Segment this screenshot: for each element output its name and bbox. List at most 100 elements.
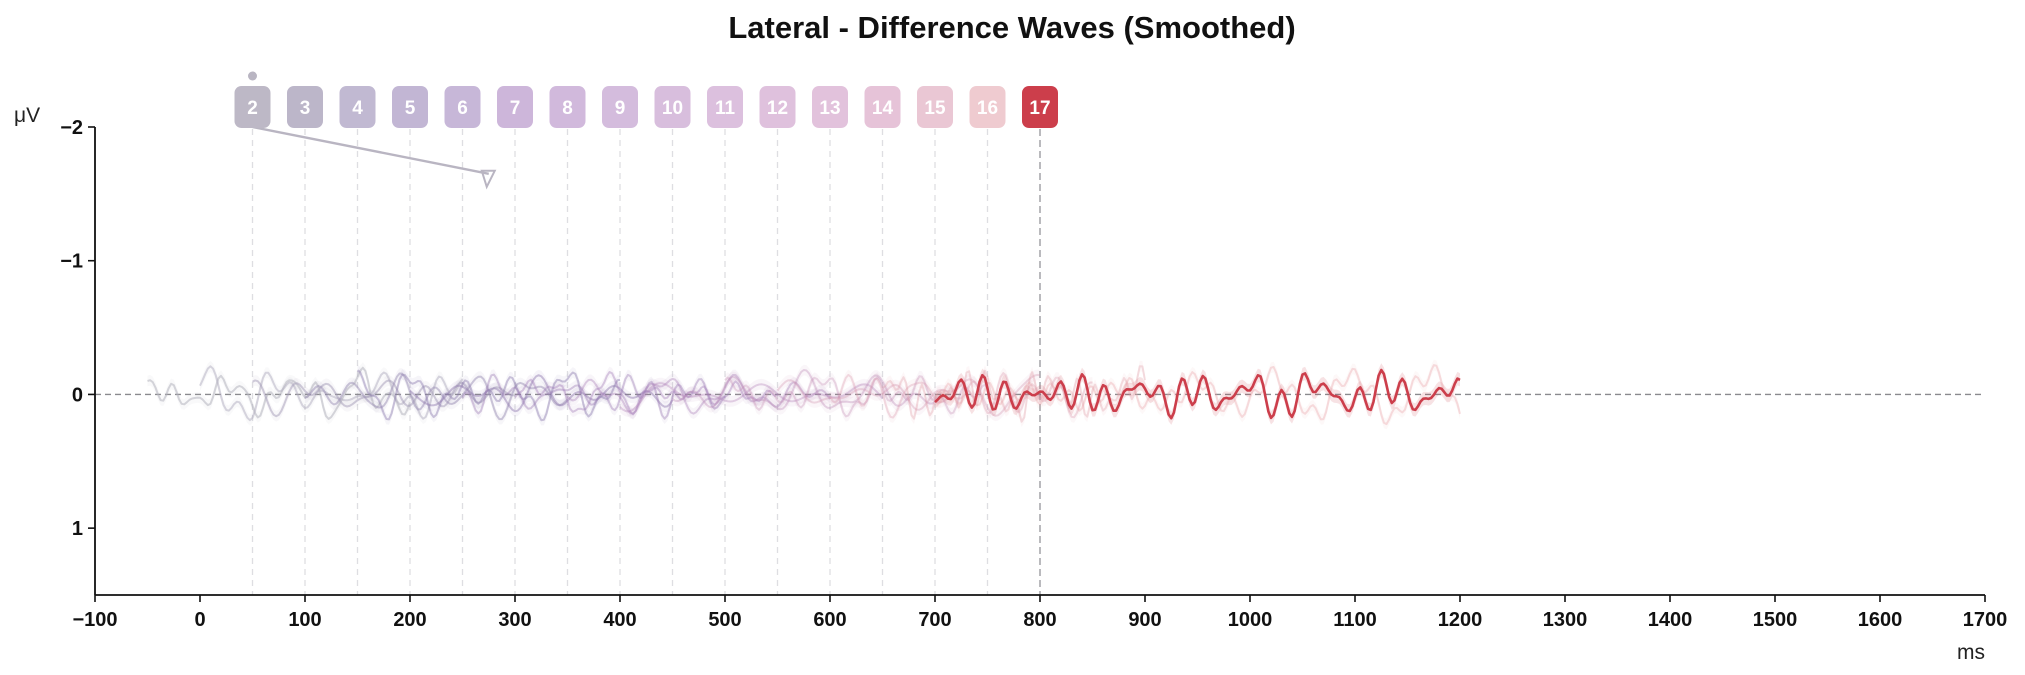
- series-confidence-band: [200, 361, 463, 426]
- time-point-badge[interactable]: 5: [392, 86, 428, 128]
- series-confidence-band: [672, 364, 935, 415]
- time-point-badge[interactable]: 11: [707, 86, 743, 128]
- wave-lines: [147, 364, 1461, 426]
- time-point-badge[interactable]: 9: [602, 86, 638, 128]
- badge-label[interactable]: 5: [405, 98, 416, 119]
- y-tick-label: 0: [72, 384, 83, 406]
- badge-label[interactable]: 12: [767, 98, 788, 119]
- series-confidence-band: [147, 362, 410, 425]
- series-confidence-band: [357, 364, 620, 426]
- wave-line: [776, 373, 1041, 417]
- time-point-badge[interactable]: 16: [969, 86, 1006, 128]
- badge-label[interactable]: 13: [819, 98, 840, 119]
- time-point-badge[interactable]: 6: [444, 86, 481, 128]
- badge-background[interactable]: [392, 86, 428, 128]
- time-point-badge[interactable]: 10: [654, 86, 691, 128]
- wave-line: [882, 365, 1146, 423]
- badge-background[interactable]: [812, 86, 848, 128]
- time-point-badge[interactable]: 17: [1022, 86, 1058, 128]
- grid-layer: [95, 118, 1985, 595]
- x-tick-label: 1200: [1438, 609, 1483, 631]
- series-confidence-band: [567, 369, 830, 419]
- wave-line: [514, 371, 778, 416]
- y-tick-label: 1: [72, 518, 83, 540]
- badge-background[interactable]: [444, 86, 481, 128]
- wave-line: [409, 374, 674, 413]
- time-point-badges[interactable]: 2 3 4 5 6 7 8 9 10 11 12 13 14 15 16 17: [234, 71, 1059, 190]
- badge-label[interactable]: 9: [615, 98, 626, 119]
- time-point-badge[interactable]: 3: [287, 86, 323, 128]
- x-axis-label: ms: [1957, 641, 1985, 664]
- x-tick-label: 900: [1128, 609, 1161, 631]
- time-point-badge[interactable]: 15: [917, 86, 953, 128]
- highlighted-wave: [934, 368, 1461, 420]
- wave-line: [829, 372, 1093, 419]
- badge-label[interactable]: 6: [457, 98, 468, 119]
- wave-line: [566, 374, 831, 415]
- time-point-badge[interactable]: 7: [497, 86, 533, 128]
- time-point-badge[interactable]: 2: [234, 86, 271, 128]
- x-tick-label: 1400: [1648, 609, 1693, 631]
- x-tick-label: 400: [603, 609, 636, 631]
- series-confidence-band: [725, 370, 988, 422]
- x-tick-label: 700: [918, 609, 951, 631]
- badge-background[interactable]: [549, 86, 586, 128]
- time-point-badge[interactable]: 8: [549, 86, 586, 128]
- badge-background[interactable]: [917, 86, 953, 128]
- badge-label[interactable]: 8: [562, 98, 573, 119]
- y-axis-label: μV: [14, 104, 40, 127]
- wave-line: [619, 382, 884, 413]
- badge-background[interactable]: [234, 86, 271, 128]
- badge-label[interactable]: 3: [300, 98, 311, 119]
- x-tick-label: 300: [498, 609, 531, 631]
- badge-label[interactable]: 14: [872, 98, 894, 119]
- series-confidence-band: [462, 369, 725, 425]
- x-tick-label: 1500: [1753, 609, 1798, 631]
- series-confidence-band: [830, 367, 1093, 423]
- wave-line: [304, 372, 569, 421]
- time-point-badge[interactable]: 13: [812, 86, 848, 128]
- pointer-line: [252, 125, 489, 175]
- wave-line: [199, 365, 464, 422]
- badge-background[interactable]: [707, 86, 743, 128]
- series-confidence-band: [777, 369, 1040, 422]
- series-confidence-band: [620, 377, 883, 417]
- badge-label[interactable]: 2: [247, 98, 258, 119]
- badge-background[interactable]: [969, 86, 1006, 128]
- wave-line: [252, 379, 515, 418]
- badge-background[interactable]: [654, 86, 691, 128]
- badge-label[interactable]: 17: [1029, 98, 1050, 119]
- badge-background[interactable]: [287, 86, 323, 128]
- badge-background[interactable]: [759, 86, 796, 128]
- time-point-badge[interactable]: 4: [339, 86, 376, 128]
- badge-label[interactable]: 11: [715, 98, 736, 119]
- series-confidence-band: [410, 369, 673, 417]
- badge-label[interactable]: 16: [977, 98, 998, 119]
- x-tick-label: 1100: [1333, 609, 1376, 631]
- badge-background[interactable]: [497, 86, 533, 128]
- badge-background[interactable]: [1022, 86, 1058, 128]
- pointer-arrowhead: [480, 169, 497, 190]
- badge-background[interactable]: [339, 86, 376, 128]
- time-point-badge[interactable]: 12: [759, 86, 796, 128]
- badge-label[interactable]: 7: [510, 98, 521, 119]
- x-tick-label: 1600: [1858, 609, 1903, 631]
- x-tick-label: 1700: [1963, 609, 2008, 631]
- time-point-badge[interactable]: 14: [864, 86, 901, 128]
- badge-label[interactable]: 4: [352, 98, 363, 119]
- x-tick-label: 200: [393, 609, 426, 631]
- badge-label[interactable]: 10: [662, 98, 683, 119]
- wave-line: [724, 375, 989, 418]
- active-marker-dot: [248, 71, 257, 81]
- x-tick-label: 800: [1023, 609, 1056, 631]
- x-tick-label: 100: [288, 609, 321, 631]
- wave-line: [671, 369, 936, 411]
- badge-background[interactable]: [864, 86, 901, 128]
- badge-background[interactable]: [602, 86, 638, 128]
- x-tick-label: 600: [813, 609, 846, 631]
- x-tick-label: 500: [708, 609, 741, 631]
- axes: −100 0 100 200 300 400 500 600 700 800 900 1000 1100…: [60, 117, 2007, 631]
- badge-label[interactable]: 15: [924, 98, 946, 119]
